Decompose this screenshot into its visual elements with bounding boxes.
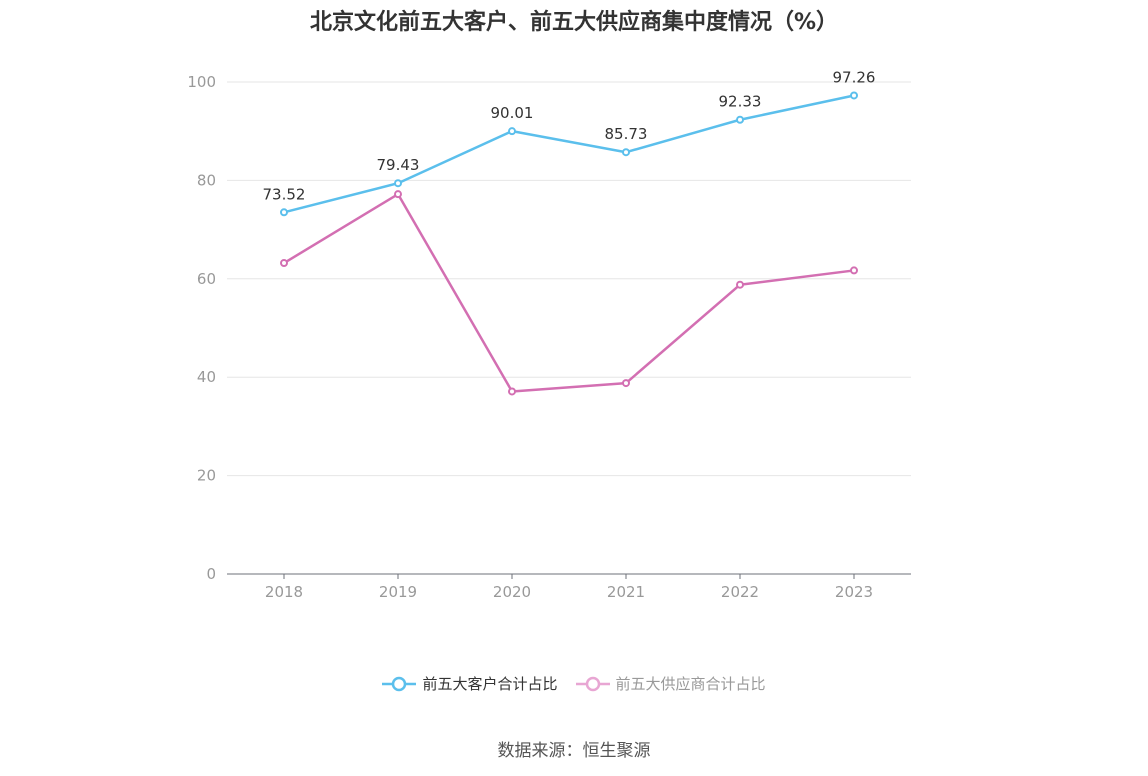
x-tick-label: 2023 bbox=[835, 583, 873, 601]
data-point[interactable] bbox=[736, 280, 744, 289]
series-line-customers bbox=[283, 94, 855, 214]
legend-label-suppliers: 前五大供应商合计占比 bbox=[615, 675, 766, 693]
data-point[interactable] bbox=[508, 387, 516, 396]
y-tick-label: 80 bbox=[197, 171, 216, 189]
legend-item-suppliers[interactable]: 前五大供应商合计占比 bbox=[575, 673, 766, 695]
data-label: 79.43 bbox=[377, 156, 420, 174]
data-label: 92.33 bbox=[719, 93, 762, 111]
data-point[interactable] bbox=[508, 127, 516, 136]
y-tick-label: 60 bbox=[197, 270, 216, 288]
series-lines bbox=[280, 91, 858, 396]
legend-label-customers: 前五大客户合计占比 bbox=[422, 675, 558, 693]
data-point[interactable] bbox=[622, 148, 630, 157]
x-tick-label: 2019 bbox=[379, 583, 417, 601]
x-tick-label: 2018 bbox=[265, 583, 303, 601]
y-tick-label: 100 bbox=[187, 73, 216, 91]
data-label: 85.73 bbox=[605, 125, 648, 143]
y-axis-ticks: 0 20 40 60 80 100 bbox=[187, 73, 216, 583]
data-label: 97.26 bbox=[833, 68, 876, 86]
data-label: 73.52 bbox=[263, 185, 306, 203]
data-point[interactable] bbox=[394, 179, 402, 188]
x-tick-label: 2021 bbox=[607, 583, 645, 601]
data-source: 数据来源：恒生聚源 bbox=[497, 741, 651, 761]
data-point[interactable] bbox=[280, 259, 288, 268]
y-tick-label: 40 bbox=[197, 368, 216, 386]
data-point[interactable] bbox=[280, 208, 288, 217]
legend-marker-customers-icon bbox=[382, 676, 417, 692]
y-tick-label: 20 bbox=[197, 467, 216, 485]
x-axis-ticks: 2018 2019 2020 2021 2022 2023 bbox=[265, 574, 873, 601]
series-line-suppliers bbox=[283, 192, 855, 393]
y-tick-label: 0 bbox=[206, 565, 216, 583]
data-point[interactable] bbox=[622, 379, 630, 388]
legend-item-customers[interactable]: 前五大客户合计占比 bbox=[382, 673, 558, 695]
data-label: 90.01 bbox=[491, 104, 534, 122]
data-point[interactable] bbox=[850, 91, 858, 100]
data-point[interactable] bbox=[736, 115, 744, 124]
x-tick-label: 2022 bbox=[721, 583, 759, 601]
chart-title: 北京文化前五大客户、前五大供应商集中度情况（%） bbox=[309, 10, 839, 35]
legend-marker-suppliers-icon bbox=[575, 676, 610, 692]
data-labels: 73.52 79.43 90.01 85.73 92.33 97.26 bbox=[263, 68, 876, 203]
data-point[interactable] bbox=[394, 190, 402, 199]
data-point[interactable] bbox=[850, 266, 858, 275]
x-tick-label: 2020 bbox=[493, 583, 531, 601]
legend: 前五大客户合计占比 前五大供应商合计占比 bbox=[0, 673, 1148, 695]
